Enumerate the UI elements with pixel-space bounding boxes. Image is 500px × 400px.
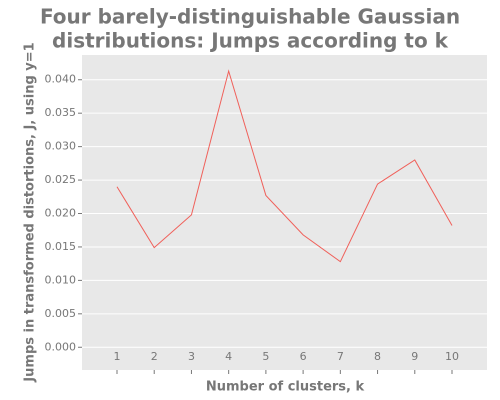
line-series [116, 69, 453, 263]
chart-title: Four barely-distinguishable Gaussian [40, 5, 460, 29]
x-axis-label: Number of clusters, k [206, 380, 365, 395]
y-tick-label: 0.005 [45, 307, 77, 320]
x-tick-label: 6 [300, 350, 307, 363]
y-tick-label: 0.015 [45, 240, 77, 253]
y-tick-label: 0.000 [45, 340, 77, 353]
x-tick-label: 8 [374, 350, 381, 363]
x-tick-label: 2 [151, 350, 158, 363]
y-tick-label: 0.025 [45, 173, 77, 186]
y-tick-label: 0.010 [45, 273, 77, 286]
y-tick-label: 0.035 [45, 106, 77, 119]
x-tick-label: 5 [262, 350, 269, 363]
x-tick-label: 9 [411, 350, 418, 363]
y-tick-label: 0.040 [45, 73, 77, 86]
y-tick-label: 0.020 [45, 207, 77, 220]
chart-title: distributions: Jumps according to k [52, 29, 449, 53]
plot-background [82, 55, 487, 370]
x-tick-label: 3 [188, 350, 195, 363]
x-tick-label: 10 [445, 350, 459, 363]
y-tick-label: 0.030 [45, 140, 77, 153]
x-tick-label: 1 [113, 350, 120, 363]
y-axis-label: Jumps in transformed distortions, J, usi… [23, 42, 38, 382]
x-tick-label: 7 [337, 350, 344, 363]
x-tick-label: 4 [225, 350, 232, 363]
